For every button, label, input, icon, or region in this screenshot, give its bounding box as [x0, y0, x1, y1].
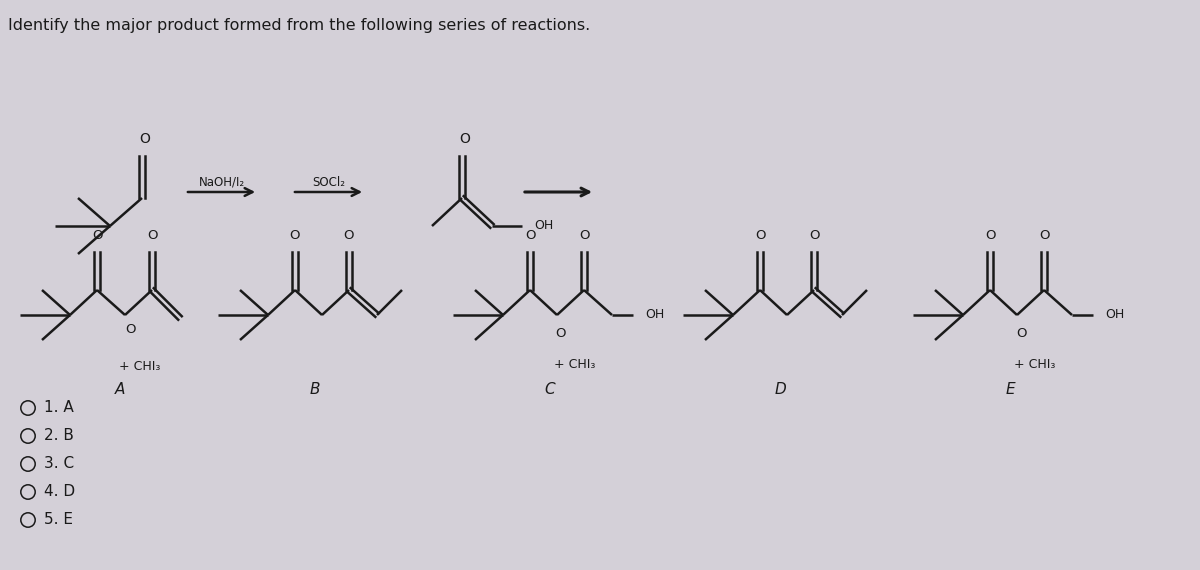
Text: E: E: [1006, 382, 1015, 397]
Text: OH: OH: [1105, 308, 1124, 321]
Text: 1. A: 1. A: [44, 401, 73, 416]
Text: O: O: [460, 132, 470, 146]
Text: O: O: [1015, 327, 1026, 340]
Text: Identify the major product formed from the following series of reactions.: Identify the major product formed from t…: [8, 18, 590, 33]
Text: 3. C: 3. C: [44, 457, 74, 471]
Text: B: B: [310, 382, 320, 397]
Text: O: O: [809, 229, 820, 242]
Text: SOCl₂: SOCl₂: [312, 176, 346, 189]
Text: 5. E: 5. E: [44, 512, 73, 527]
Text: O: O: [126, 323, 137, 336]
Text: 4. D: 4. D: [44, 484, 76, 499]
Text: O: O: [578, 229, 589, 242]
Text: 2. B: 2. B: [44, 429, 74, 443]
Text: O: O: [985, 229, 995, 242]
Text: O: O: [556, 327, 566, 340]
Text: O: O: [1039, 229, 1049, 242]
Text: A: A: [115, 382, 125, 397]
Text: C: C: [545, 382, 556, 397]
Text: O: O: [289, 229, 300, 242]
Text: O: O: [524, 229, 535, 242]
Text: O: O: [139, 132, 150, 146]
Text: O: O: [91, 229, 102, 242]
Text: O: O: [146, 229, 157, 242]
Text: + CHI₃: + CHI₃: [1014, 359, 1056, 372]
Text: + CHI₃: + CHI₃: [554, 359, 595, 372]
Text: D: D: [774, 382, 786, 397]
Text: OH: OH: [646, 308, 665, 321]
Text: OH: OH: [534, 219, 553, 233]
Text: O: O: [343, 229, 354, 242]
Text: O: O: [755, 229, 766, 242]
Text: + CHI₃: + CHI₃: [119, 360, 161, 373]
Text: NaOH/I₂: NaOH/I₂: [198, 176, 245, 189]
